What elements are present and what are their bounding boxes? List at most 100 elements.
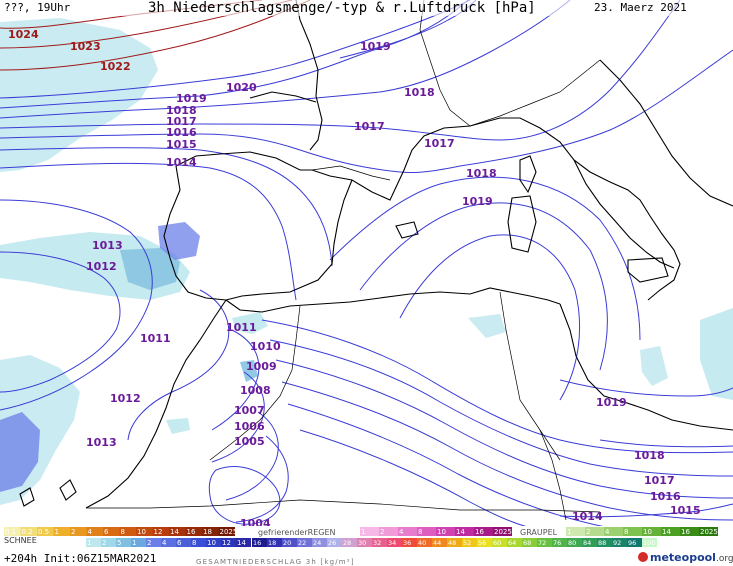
- isobar-1019-mid: [359, 202, 608, 371]
- isobar-label: 1015: [670, 504, 701, 517]
- legend-schnee-top-swatch: [103, 527, 120, 536]
- legend-graupel-swatch: [642, 527, 661, 536]
- legend-regen-swatch: [417, 527, 436, 536]
- coastlines: [19, 0, 733, 509]
- legend-schnee-top-swatch: [136, 527, 153, 536]
- border-africa-south: [86, 499, 601, 513]
- legend-total-value: 48: [448, 539, 456, 547]
- legend-graupel-value: 1: [567, 528, 571, 536]
- legend-total-value: 28: [343, 539, 351, 547]
- legend-schnee-top-swatch: [185, 527, 202, 536]
- coast-libya: [559, 303, 733, 431]
- legend-total-swatch: [477, 538, 492, 547]
- legend-total-value: 100: [643, 539, 655, 547]
- legend-total-value: 22: [298, 539, 306, 547]
- legend-schnee-bottom-swatch: [191, 538, 206, 547]
- coast-corsica: [519, 155, 537, 194]
- isobar-label: 1007: [234, 404, 265, 417]
- legend-total-swatch: [522, 538, 537, 547]
- legend-schnee-top-swatch: [70, 527, 87, 536]
- brand-tld: .org: [716, 554, 733, 564]
- legend-schnee-top-value: 4: [88, 528, 93, 536]
- legend-graupel-value: 14: [662, 528, 671, 536]
- legend-total-swatch: [552, 538, 567, 547]
- footer: +204h Init:06Z15MAR2021 meteopool.org: [4, 551, 733, 565]
- legend-total-value: 88: [598, 539, 606, 547]
- precip-area-ionian: [640, 346, 668, 386]
- legend-schnee-bottom-value: 5: [117, 539, 121, 547]
- legend-schnee-top-swatch: [4, 527, 21, 536]
- legend-regen: 1 2 4 8 10 14 16 2025+: [360, 527, 518, 536]
- coast-iberia: [175, 117, 681, 301]
- legend-total-swatch: [537, 538, 552, 547]
- legend-total-value: 52: [463, 539, 471, 547]
- isobar-labels: 1024 1023 1022 1020 1019 1019 1018 1017 …: [8, 28, 701, 530]
- isobar-label: 1017: [166, 115, 197, 128]
- legend-schnee-top-swatch: [169, 527, 186, 536]
- legend-schnee-top-value: 1: [55, 528, 59, 536]
- legend-total-swatch: [612, 538, 627, 547]
- isobar-1010: [211, 329, 260, 431]
- legend-schnee-bottom-value: 14: [237, 539, 246, 547]
- isobar-label: 1012: [86, 260, 117, 273]
- isobars: [0, 0, 733, 531]
- legend-total-value: 44: [433, 539, 441, 547]
- legend-schnee-bottom-swatch: [131, 538, 146, 547]
- legend-regen-value: 14: [456, 528, 465, 536]
- legend-total-value: 68: [523, 539, 531, 547]
- isobar-label: 1014: [166, 156, 197, 169]
- legend-schnee-top-value: 10: [137, 528, 146, 536]
- isobar-1006: [225, 411, 279, 501]
- header-date: 23. Maerz 2021: [594, 1, 687, 14]
- legend-schnee-top-swatch: [152, 527, 169, 536]
- isobar-label: 1018: [634, 449, 665, 462]
- header-title: 3h Niederschlagsmenge/-typ & r.Luftdruck…: [148, 0, 536, 16]
- legend-total-swatch: [357, 538, 372, 547]
- coast-spain-east: [225, 179, 353, 301]
- legend-schnee-top-swatch: [37, 527, 54, 536]
- legend-graupel-swatch: [699, 527, 718, 536]
- legend-schnee-bottom-swatch: [86, 538, 101, 547]
- legend-graupel-swatch: [604, 527, 623, 536]
- legend-graupel-swatch: [585, 527, 604, 536]
- legend-total-value: 76: [553, 539, 561, 547]
- isobar-label: 1012: [110, 392, 141, 405]
- legend-schnee-bottom-swatch: [146, 538, 161, 547]
- legend-total-value: 24: [313, 539, 321, 547]
- legend-schnee-top-value: 2: [71, 528, 75, 536]
- meteopool-brand-link[interactable]: meteopool.org: [650, 551, 733, 564]
- isobar-label: 1017: [644, 474, 675, 487]
- coast-morocco-west: [85, 299, 227, 509]
- legend-graupel-swatch: [680, 527, 699, 536]
- legend-total-swatch: [342, 538, 357, 547]
- isobar-label: 1016: [650, 490, 681, 503]
- isobar-label: 1014: [572, 510, 603, 523]
- legend-regen-value: 4: [399, 528, 404, 536]
- legend-schnee-top: 0.1 0.2 0.5 1 2 4 6 8 10 12 14 16 18 2025+: [4, 527, 243, 536]
- legend-schnee-top-value: 2025+: [220, 528, 244, 536]
- isobar-1014-west: [0, 162, 297, 301]
- legend-total-value: 56: [478, 539, 486, 547]
- isobar-fan-b: [269, 339, 733, 477]
- isobar-1018-north: [0, 0, 571, 119]
- meteopool-logo-icon: [638, 552, 648, 562]
- legend-schnee-bottom-value: 2: [102, 539, 106, 547]
- legend-schnee-top-value: 8: [121, 528, 125, 536]
- isobar-fan-c: [275, 359, 733, 499]
- isobar-label: 1019: [462, 195, 493, 208]
- isobar-label: 1024: [8, 28, 39, 41]
- legend-schnee-bottom-swatch: [161, 538, 176, 547]
- coast-sicily: [627, 257, 669, 283]
- legend-schnee-top-value: 0.2: [22, 528, 33, 536]
- coast-canary: [19, 479, 77, 507]
- precip-area-atlas: [166, 418, 190, 434]
- legend-total-swatch: [507, 538, 522, 547]
- legend-total-value: 96: [628, 539, 636, 547]
- isobar-1020-mid: [399, 234, 581, 401]
- legend-regen-value: 8: [418, 528, 422, 536]
- isobar-1015: [0, 147, 333, 267]
- legend-total-swatch: [267, 538, 282, 547]
- legend-regen-label: gefrierenderREGEN: [258, 528, 336, 537]
- legend-schnee-bottom-value: 10: [207, 539, 216, 547]
